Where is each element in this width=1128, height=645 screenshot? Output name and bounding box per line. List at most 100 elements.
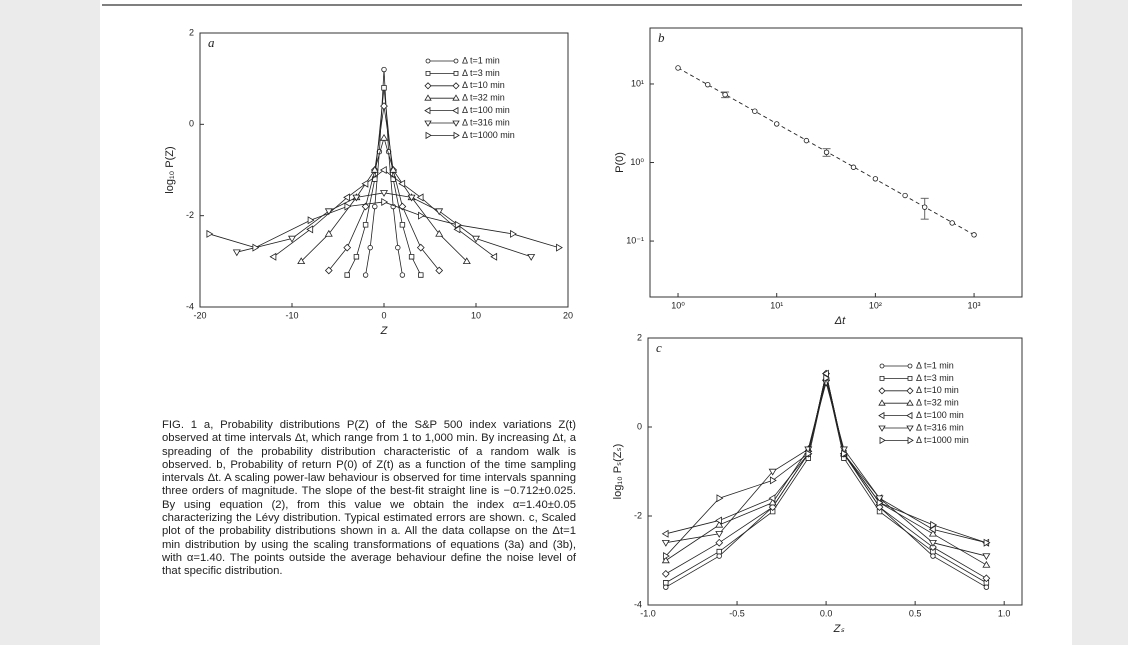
- data-point: [344, 202, 352, 211]
- data-point: [381, 197, 389, 206]
- y-tick-label: 2: [189, 27, 194, 37]
- legend-marker: [452, 120, 460, 127]
- data-point: [252, 243, 260, 252]
- legend-marker: [424, 94, 432, 101]
- data-point: [715, 516, 722, 525]
- data-point: [822, 369, 829, 378]
- y-tick-label: -2: [186, 210, 194, 220]
- data-point: [324, 266, 333, 275]
- x-tick-label: -20: [193, 310, 206, 320]
- data-point: [716, 548, 722, 555]
- legend-marker: [452, 82, 460, 90]
- x-tick-label: 0.0: [820, 608, 833, 618]
- legend-marker: [879, 363, 885, 369]
- data-point: [715, 520, 724, 528]
- data-point: [418, 272, 424, 278]
- legend-marker: [452, 94, 460, 101]
- data-point: [716, 494, 724, 503]
- data-point: [372, 203, 378, 210]
- legend-marker: [452, 106, 459, 115]
- panel-label: c: [656, 340, 662, 355]
- data-point: [418, 211, 425, 220]
- y-tick-label: 10¹: [631, 78, 644, 88]
- data-point: [774, 121, 780, 127]
- data-point: [930, 553, 936, 559]
- data-point: [380, 133, 388, 141]
- series-line: [273, 169, 495, 258]
- data-point: [823, 374, 831, 383]
- legend-marker: [906, 399, 914, 406]
- data-point: [399, 222, 406, 228]
- legend-marker: [907, 363, 913, 369]
- data-point: [752, 108, 758, 114]
- legend-label: Δ t=10 min: [462, 80, 505, 90]
- data-point: [663, 580, 669, 586]
- data-point: [768, 468, 777, 476]
- data-point: [344, 272, 350, 278]
- data-point: [722, 92, 728, 98]
- x-axis-label: Z: [380, 325, 389, 337]
- data-point: [929, 543, 937, 552]
- data-point: [705, 81, 711, 88]
- legend-marker: [424, 106, 431, 115]
- data-point: [661, 529, 669, 538]
- data-point: [408, 254, 415, 260]
- data-point: [949, 220, 955, 226]
- data-point: [716, 553, 722, 559]
- legend-label: Δ t=1000 min: [462, 130, 515, 140]
- legend-marker: [878, 399, 886, 406]
- data-point: [663, 552, 670, 561]
- data-point: [675, 65, 681, 71]
- data-point: [510, 229, 517, 238]
- data-point: [875, 495, 884, 503]
- data-point: [399, 272, 406, 278]
- legend-label: Δ t=1 min: [916, 360, 954, 370]
- data-point: [324, 208, 333, 216]
- x-tick-label: -10: [285, 310, 298, 320]
- data-point: [324, 229, 333, 237]
- data-point: [982, 574, 991, 583]
- legend-marker: [878, 411, 885, 420]
- legend-marker: [879, 436, 886, 445]
- legend-label: Δ t=3 min: [462, 68, 500, 78]
- data-point: [343, 193, 350, 202]
- data-point: [381, 66, 387, 73]
- panel-label: b: [658, 30, 665, 45]
- legend-marker: [453, 58, 459, 64]
- data-point: [928, 525, 936, 534]
- data-point: [768, 498, 777, 506]
- data-point: [416, 243, 425, 252]
- x-tick-label: 10⁰: [671, 300, 685, 310]
- y-axis-label: log₁₀ P(Z): [164, 146, 176, 193]
- data-point: [663, 584, 669, 590]
- data-point: [353, 254, 360, 260]
- data-point: [768, 503, 777, 511]
- y-tick-label: 0: [189, 119, 194, 129]
- x-tick-label: 20: [563, 310, 573, 320]
- data-point: [902, 192, 908, 199]
- data-point: [398, 179, 406, 188]
- legend-label: Δ t=10 min: [916, 385, 959, 395]
- plot-frame: [649, 27, 1023, 298]
- data-point: [361, 202, 370, 211]
- panel-label: a: [208, 35, 215, 50]
- x-tick-label: -1.0: [640, 608, 656, 618]
- data-point: [472, 235, 480, 243]
- data-point: [661, 556, 670, 564]
- data-point: [362, 222, 369, 228]
- data-point: [435, 266, 444, 275]
- data-point: [206, 229, 214, 238]
- legend-label: Δ t=3 min: [916, 373, 954, 383]
- data-point: [823, 149, 830, 155]
- data-point: [288, 235, 296, 243]
- data-point: [527, 254, 536, 261]
- legend-marker: [424, 82, 432, 90]
- data-point: [435, 229, 444, 237]
- data-point: [379, 166, 387, 174]
- data-point: [661, 540, 670, 547]
- y-tick-label: 2: [637, 332, 642, 342]
- legend-label: Δ t=100 min: [916, 410, 964, 420]
- x-tick-label: 0: [381, 310, 386, 320]
- x-axis-label: Δt: [834, 315, 846, 327]
